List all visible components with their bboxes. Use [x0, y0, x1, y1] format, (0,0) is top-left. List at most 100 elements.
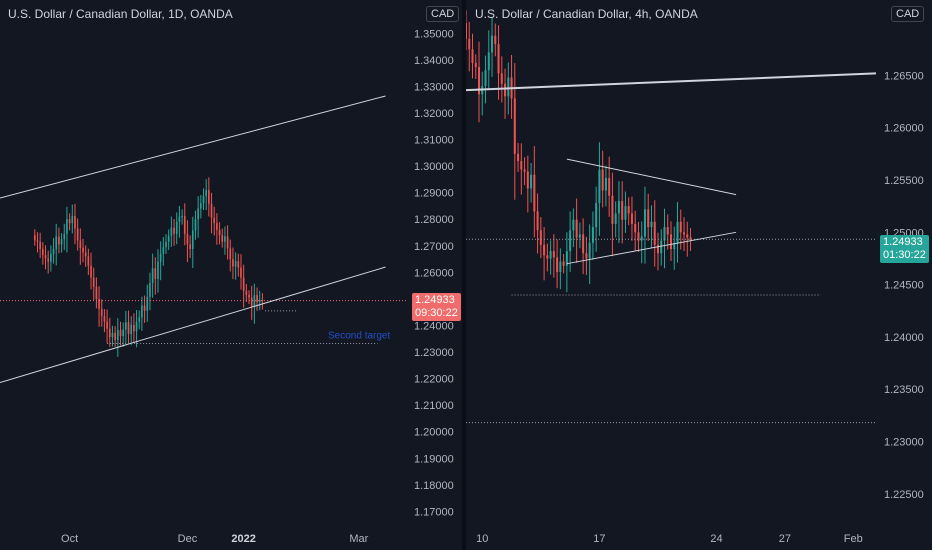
candle-body	[556, 257, 559, 273]
y-tick-label: 1.24500	[884, 280, 924, 292]
candle-body	[133, 324, 135, 332]
x-tick-label: 17	[593, 533, 605, 545]
currency-badge-daily[interactable]: CAD	[426, 6, 460, 22]
candle-body	[552, 251, 555, 258]
y-tick-label: 1.18000	[414, 480, 454, 492]
last-price-4h: 1.24933	[883, 236, 923, 248]
candle-body	[630, 213, 633, 224]
candle-body	[248, 294, 250, 298]
candle-body	[87, 256, 90, 266]
candle-body	[608, 177, 611, 196]
currency-badge-4h[interactable]: CAD	[891, 6, 925, 22]
candle-body	[627, 206, 630, 214]
candle-body	[533, 174, 536, 212]
candle-body	[76, 228, 79, 241]
x-tick-label: Mar	[349, 533, 368, 545]
4h-chart-canvas[interactable]: 1.265001.260001.255001.250001.245001.240…	[466, 0, 932, 550]
last-price-daily: 1.24933	[415, 294, 455, 306]
candle-body	[614, 213, 617, 224]
candle-body	[90, 265, 92, 278]
candle-body	[108, 328, 111, 338]
chart-pane-4h[interactable]: 1.26500 1.26000 1.25500 1.25000 1.24500 1.240…	[466, 0, 932, 550]
candle-body	[95, 286, 98, 299]
candle-body	[127, 322, 130, 334]
x-tick-label: Dec	[178, 533, 198, 545]
candle-body	[624, 206, 627, 220]
candle-body	[634, 223, 637, 233]
candle-body	[523, 169, 526, 172]
candle-body	[165, 241, 167, 248]
chart-title-4h: U.S. Dollar / Canadian Dollar, 4h, OANDA	[475, 7, 698, 21]
candle-body	[240, 267, 242, 278]
candle-body	[604, 177, 607, 191]
candle-body	[256, 294, 258, 303]
y-tick-label: 1.33000	[414, 81, 454, 93]
candle-body	[575, 219, 578, 238]
trendline-wedge-lower[interactable]	[566, 231, 737, 265]
candle-body	[617, 200, 620, 214]
candle-body	[98, 298, 100, 309]
candle-body	[595, 203, 598, 228]
candle-body	[84, 252, 87, 257]
candle-body	[63, 233, 66, 240]
candle-body	[189, 244, 191, 249]
trendline-channel-lower[interactable]	[0, 266, 386, 384]
candle-body	[653, 221, 656, 245]
candle-body	[250, 297, 253, 307]
candle-body	[591, 227, 594, 243]
candle-body	[151, 268, 154, 283]
daily-chart-canvas[interactable]: 1.35000 1.34000 1.33000 1.32000 1.31000 1.300…	[0, 0, 462, 550]
candle-body	[484, 70, 487, 86]
candle-body	[666, 227, 669, 235]
annotation-second-target[interactable]: Second target	[328, 331, 390, 342]
y-tick-label: 1.22000	[414, 374, 454, 386]
candle-body	[42, 248, 44, 256]
candle-body	[100, 308, 103, 317]
candle-body	[221, 235, 224, 242]
candle-body	[218, 229, 221, 236]
candle-body	[39, 241, 41, 249]
candle-body	[686, 234, 689, 238]
candle-body	[520, 161, 523, 170]
candle-body	[122, 329, 125, 337]
candle-body	[111, 332, 114, 338]
candle-body	[245, 290, 248, 295]
candle-body	[71, 216, 74, 224]
y-tick-label: 1.19000	[414, 453, 454, 465]
candle-body	[585, 253, 588, 259]
trendline-channel-upper[interactable]	[0, 95, 386, 199]
candle-body	[478, 67, 481, 95]
candle-body	[474, 62, 477, 68]
y-tick-label: 1.29000	[414, 188, 454, 200]
candle-body	[181, 216, 183, 218]
candle-body	[205, 189, 208, 196]
y-tick-label: 1.17000	[414, 506, 454, 518]
last-price-tag-4h: 1.24933 01:30:22	[880, 235, 929, 263]
candle-body	[149, 282, 151, 297]
candle-body	[588, 242, 591, 259]
candle-body	[559, 261, 562, 273]
y-tick-label: 1.31000	[414, 135, 454, 147]
candle-body	[242, 277, 245, 291]
candle-body	[234, 261, 237, 267]
candle-body	[466, 23, 468, 39]
y-tick-label: 1.20000	[414, 427, 454, 439]
candle-body	[157, 261, 159, 279]
chart-pane-daily[interactable]: 1.35000 1.34000 1.33000 1.32000 1.31000 1.300…	[0, 0, 462, 550]
trendline-resistance[interactable]	[466, 72, 877, 92]
candle-body	[578, 234, 581, 238]
candle-body	[689, 237, 692, 240]
y-tick-label: 1.32000	[414, 108, 454, 120]
y-tick-label: 1.28000	[414, 214, 454, 226]
candle-body	[92, 277, 95, 287]
candle-body	[660, 240, 663, 254]
trendline-wedge-upper[interactable]	[566, 158, 737, 196]
candle-body	[679, 221, 682, 233]
candle-body	[146, 296, 149, 311]
candle-body	[261, 299, 264, 301]
candle-body	[676, 221, 679, 243]
bar-countdown-4h: 01:30:22	[883, 249, 926, 261]
candle-body	[68, 219, 71, 224]
pane-divider[interactable]	[462, 0, 466, 550]
candle-body	[191, 230, 194, 249]
